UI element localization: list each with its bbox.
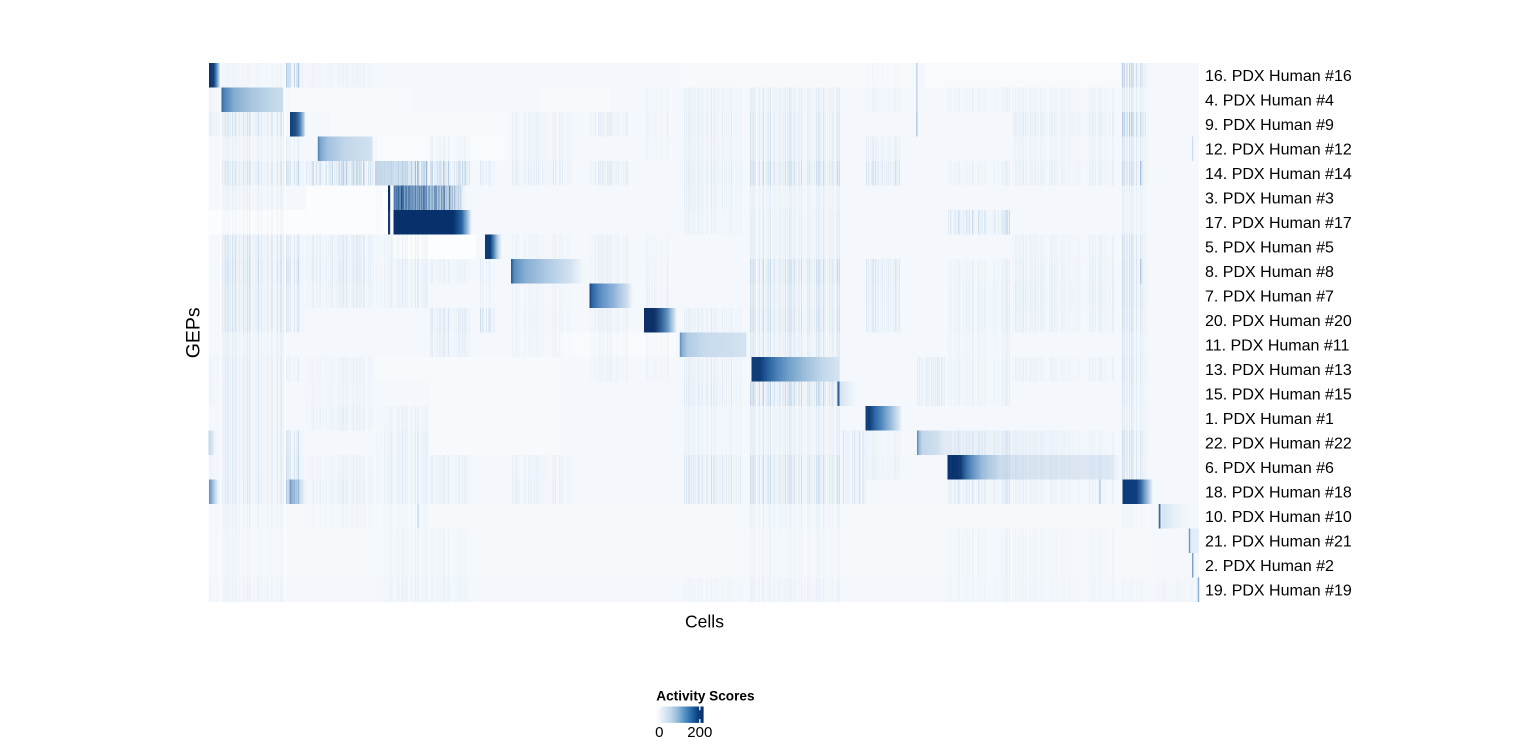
svg-text:1. PDX Human #1: 1. PDX Human #1	[1205, 411, 1334, 428]
svg-text:5. PDX Human #5: 5. PDX Human #5	[1205, 239, 1334, 256]
svg-text:16. PDX Human #16: 16. PDX Human #16	[1205, 68, 1352, 85]
svg-text:8. PDX Human #8: 8. PDX Human #8	[1205, 264, 1334, 281]
svg-text:6. PDX Human #6: 6. PDX Human #6	[1205, 460, 1334, 477]
svg-text:12. PDX Human #12: 12. PDX Human #12	[1205, 141, 1352, 158]
svg-text:Cells: Cells	[685, 611, 724, 631]
svg-text:3. PDX Human #3: 3. PDX Human #3	[1205, 190, 1334, 207]
svg-text:11. PDX Human #11: 11. PDX Human #11	[1205, 337, 1349, 354]
svg-text:10. PDX Human #10: 10. PDX Human #10	[1205, 509, 1352, 526]
svg-text:2. PDX Human #2: 2. PDX Human #2	[1205, 558, 1334, 575]
svg-text:19. PDX Human #19: 19. PDX Human #19	[1205, 583, 1352, 600]
svg-text:15. PDX Human #15: 15. PDX Human #15	[1205, 386, 1352, 403]
svg-text:17. PDX Human #17: 17. PDX Human #17	[1205, 215, 1352, 232]
svg-text:20. PDX Human #20: 20. PDX Human #20	[1205, 313, 1352, 330]
svg-text:4. PDX Human #4: 4. PDX Human #4	[1205, 93, 1334, 110]
svg-text:0: 0	[655, 724, 663, 741]
svg-text:18. PDX Human #18: 18. PDX Human #18	[1205, 484, 1352, 501]
svg-text:GEPs: GEPs	[183, 307, 205, 358]
svg-text:13. PDX Human #13: 13. PDX Human #13	[1205, 362, 1352, 379]
svg-text:21. PDX Human #21: 21. PDX Human #21	[1205, 534, 1352, 551]
svg-text:7. PDX Human #7: 7. PDX Human #7	[1205, 288, 1334, 305]
svg-text:200: 200	[687, 724, 712, 741]
svg-text:Activity Scores: Activity Scores	[656, 689, 754, 704]
svg-text:14. PDX Human #14: 14. PDX Human #14	[1205, 166, 1352, 183]
svg-text:22. PDX Human #22: 22. PDX Human #22	[1205, 435, 1352, 452]
svg-text:9. PDX Human #9: 9. PDX Human #9	[1205, 117, 1334, 134]
